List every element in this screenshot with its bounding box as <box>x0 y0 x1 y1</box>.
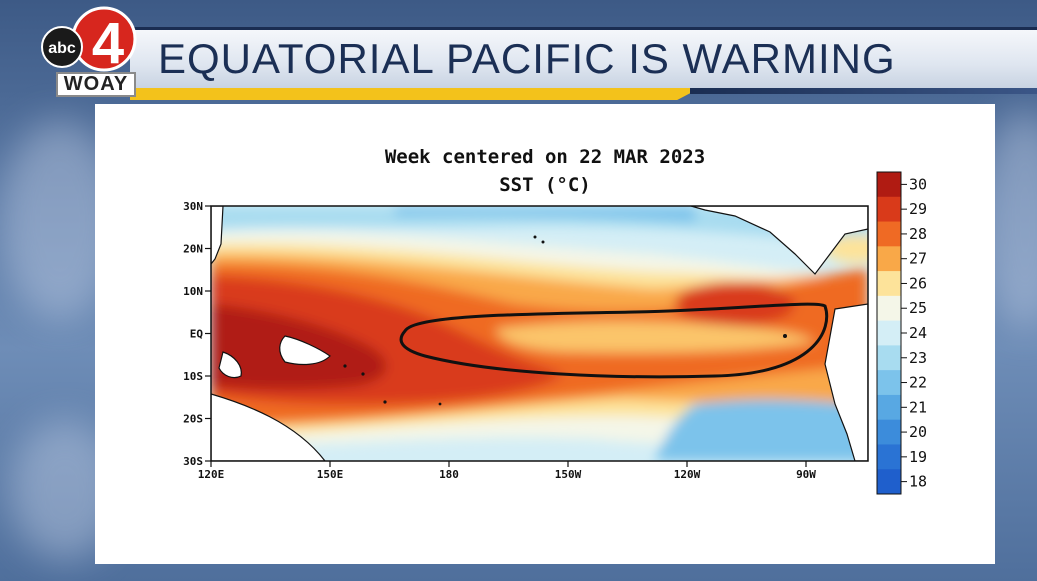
sst-map: 30N 20N 10N EQ 10S 20S 30S 120E 150E 180 150W 120W… <box>183 171 927 495</box>
colorbar-swatch <box>877 419 901 445</box>
lat-axis: 30N 20N 10N EQ 10S 20S 30S <box>183 200 211 468</box>
colorbar: 30 29 28 27 26 25 24 23 22 21 20 19 18 <box>876 171 927 495</box>
colorbar-label: 25 <box>909 299 927 317</box>
colorbar-label: 24 <box>909 324 927 342</box>
colorbar-label: 28 <box>909 225 927 243</box>
lon-label: 120E <box>198 468 225 481</box>
colorbar-swatch <box>877 221 901 247</box>
logo-callsign: WOAY <box>56 72 136 97</box>
lat-label: 30N <box>183 200 203 213</box>
lon-label: 90W <box>796 468 816 481</box>
station-logo: abc 4 <box>41 6 137 76</box>
header-accent-stripe-blue <box>690 88 1037 94</box>
lon-label: 120W <box>674 468 701 481</box>
colorbar-swatch <box>877 394 901 421</box>
lat-label: 10N <box>183 285 203 298</box>
map-subtitle: SST (°C) <box>499 174 591 196</box>
lat-label: 30S <box>183 455 203 468</box>
colorbar-swatch <box>877 370 901 396</box>
colorbar-label: 22 <box>909 374 927 392</box>
colorbar-swatch <box>877 320 901 346</box>
colorbar-swatch <box>877 172 901 198</box>
headline: EQUATORIAL PACIFIC IS WARMING <box>158 35 896 82</box>
new-guinea <box>279 335 331 366</box>
indonesia-island <box>218 351 242 379</box>
lat-label: 20S <box>183 413 203 426</box>
colorbar-label: 21 <box>909 398 927 416</box>
colorbar-label: 26 <box>909 274 927 292</box>
land-masses <box>211 206 868 461</box>
sst-map-panel: Week centered on 22 MAR 2023 SST (°C) <box>95 104 995 564</box>
header-accent-stripe <box>130 88 700 100</box>
logo-network: abc <box>48 40 76 57</box>
south-america <box>824 303 868 461</box>
logo-abc-circle <box>41 26 83 68</box>
north-america <box>690 206 868 275</box>
asia-coast <box>211 206 224 265</box>
lon-axis: 120E 150E 180 150W 120W 90W <box>198 461 816 481</box>
colorbar-swatch <box>877 345 901 371</box>
colorbar-swatch <box>877 469 901 495</box>
colorbar-swatch <box>877 196 901 223</box>
colorbar-swatch <box>877 246 901 272</box>
small-islands <box>343 235 787 406</box>
colorbar-label: 29 <box>909 200 927 218</box>
colorbar-label: 20 <box>909 423 927 441</box>
lon-label: 150W <box>555 468 582 481</box>
warm-tongue-outline <box>399 302 829 379</box>
header-bar <box>130 27 1037 92</box>
colorbar-swatch <box>877 295 901 322</box>
colorbar-label: 19 <box>909 448 927 466</box>
colorbar-label: 30 <box>909 175 927 193</box>
lon-label: 180 <box>439 468 459 481</box>
colorbar-swatch <box>877 444 901 470</box>
map-title: Week centered on 22 MAR 2023 <box>384 146 706 168</box>
logo-channel: 4 <box>92 11 124 76</box>
colorbar-label: 18 <box>909 473 927 491</box>
lat-label: EQ <box>190 328 204 341</box>
sst-field <box>211 206 868 461</box>
colorbar-swatch <box>877 271 901 297</box>
lon-label: 150E <box>317 468 344 481</box>
lat-label: 20N <box>183 243 203 256</box>
colorbar-label: 23 <box>909 349 927 367</box>
lat-label: 10S <box>183 370 203 383</box>
colorbar-label: 27 <box>909 250 927 268</box>
